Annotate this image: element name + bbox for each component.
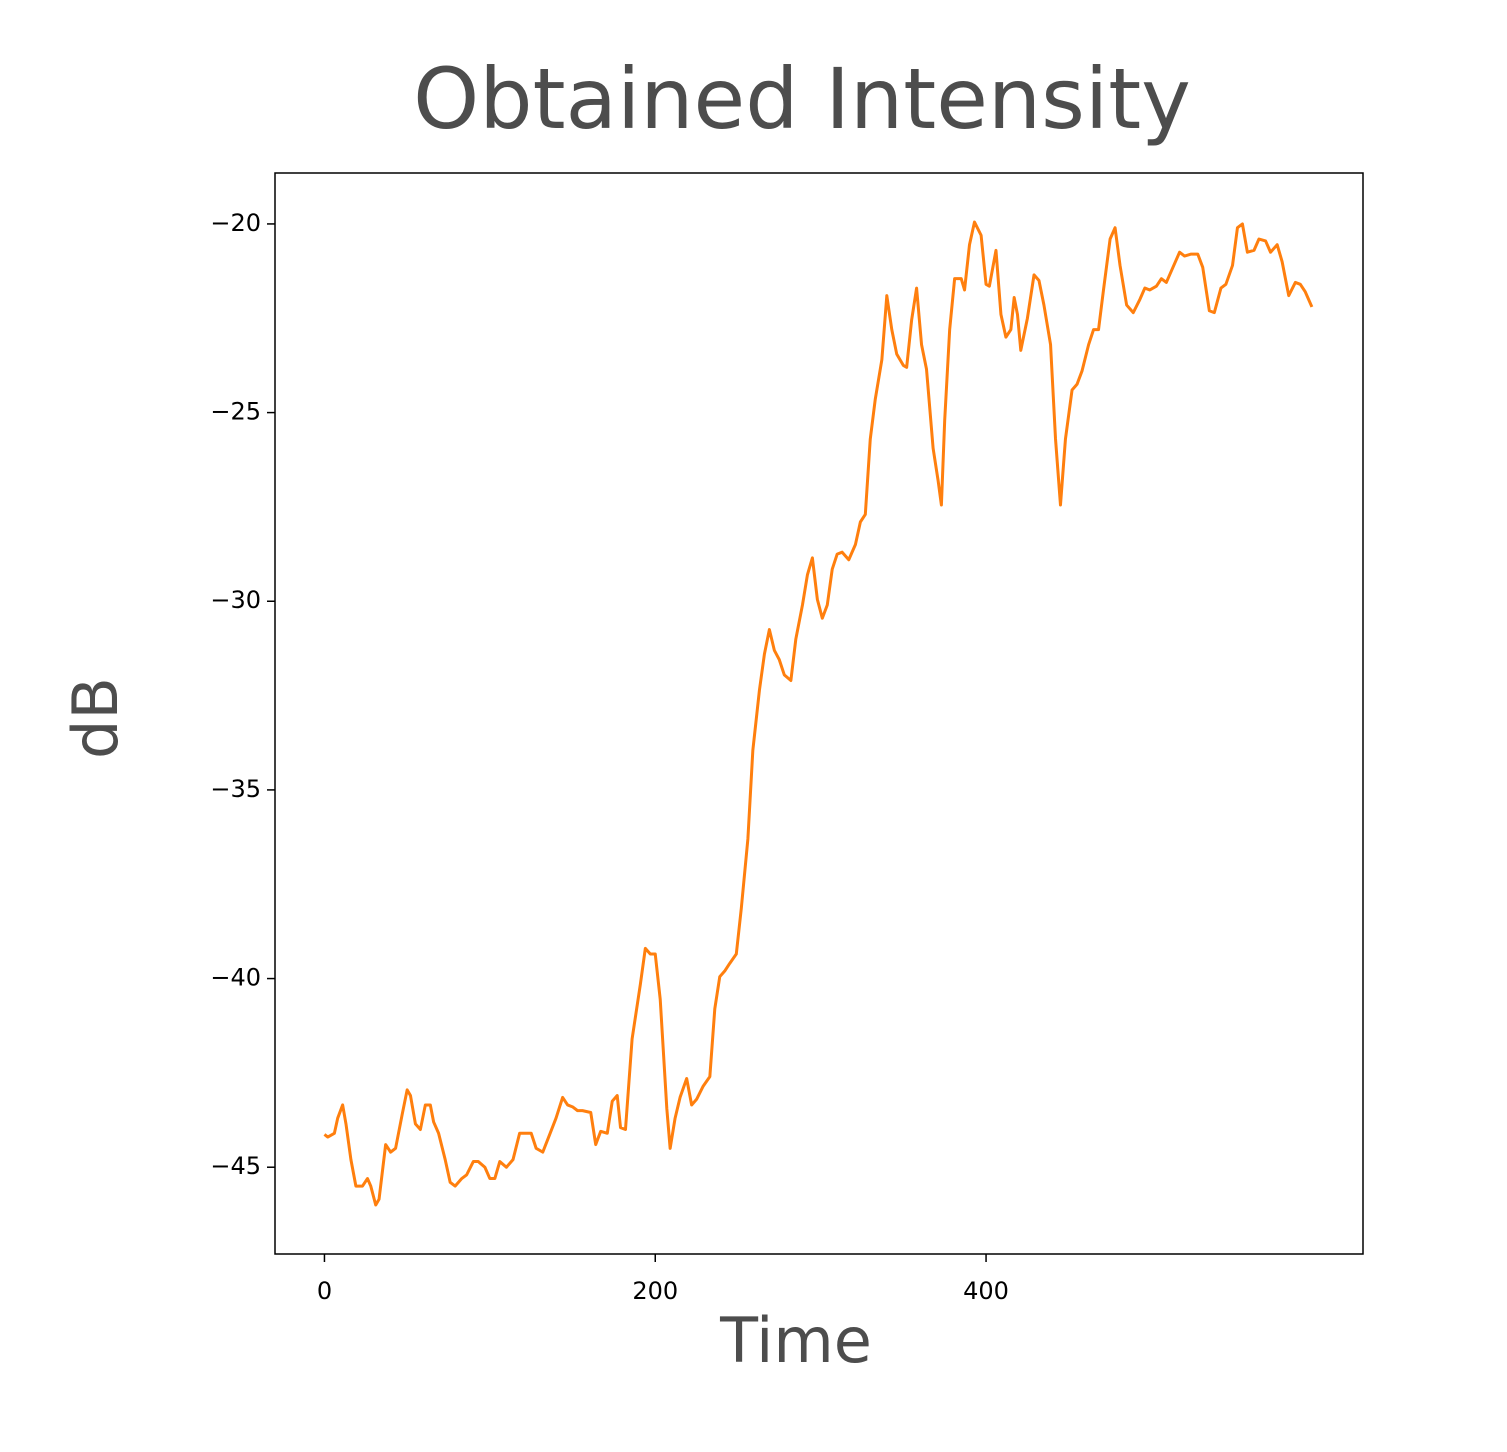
y-tick-label: −40	[210, 964, 261, 992]
plot-frame	[274, 172, 1364, 1255]
y-tick-label: −35	[210, 775, 261, 803]
x-tick-label: 200	[632, 1277, 678, 1305]
x-tick-label: 400	[963, 1277, 1009, 1305]
data-line	[323, 220, 1314, 1207]
y-tick-label: −20	[210, 209, 261, 237]
y-tick-label: −25	[210, 398, 261, 426]
x-tick-label: 0	[317, 1277, 332, 1305]
y-axis-label: dB	[59, 677, 132, 759]
chart-title: Obtained Intensity	[413, 50, 1191, 148]
y-tick-label: −45	[210, 1152, 261, 1180]
y-tick-label: −30	[210, 586, 261, 614]
x-axis-label: Time	[719, 1304, 872, 1377]
